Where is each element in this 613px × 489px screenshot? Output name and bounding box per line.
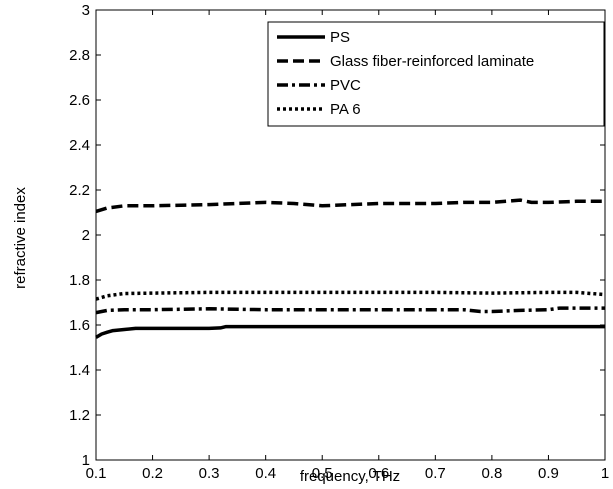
- y-tick-label: 1.8: [69, 272, 90, 289]
- legend-box: [267, 21, 605, 127]
- series-layer: [95, 198, 606, 339]
- x-tick-label: 0.8: [481, 465, 502, 482]
- y-tick-label: 2.2: [69, 182, 90, 199]
- legend-label-2: Glass fiber-reinforced laminate: [330, 53, 534, 70]
- legend: PS Glass fiber-reinforced laminate PVC PA 6: [267, 21, 605, 127]
- ticks-layer: 0.1 0.2 0.3 0.4 0.5 0.6 0.7 0.8 0.9 1 1 1.2 1.4 1.6 1.…: [69, 2, 609, 482]
- legend-label-4: PA 6: [330, 101, 361, 118]
- y-tick-label: 1.2: [69, 407, 90, 424]
- x-tick-label: 0.5: [312, 465, 333, 482]
- x-tick-label: 0.6: [368, 465, 389, 482]
- legend-label-1: PS: [330, 29, 350, 46]
- y-tick-label: 1.6: [69, 317, 90, 334]
- y-tick-label: 3: [82, 2, 90, 19]
- series-line-1: [95, 324, 605, 339]
- y-tick-label: 2.8: [69, 47, 90, 64]
- legend-label-3: PVC: [330, 77, 361, 94]
- x-tick-label: 0.3: [199, 465, 220, 482]
- x-axis-label: frequency, THz: [300, 468, 400, 485]
- series-line-3: [95, 306, 605, 315]
- series-line-2: [95, 198, 605, 214]
- y-tick-label: 1.4: [69, 362, 90, 379]
- x-tick-label: 0.9: [538, 465, 559, 482]
- x-tick-label: 0.2: [142, 465, 163, 482]
- x-tick-label: 0.4: [255, 465, 276, 482]
- x-tick-label: 0.7: [425, 465, 446, 482]
- y-axis-label: refractive index: [12, 187, 29, 289]
- y-tick-label: 2.6: [69, 92, 90, 109]
- y-tick-label: 2.4: [69, 137, 90, 154]
- y-tick-label: 1: [82, 452, 90, 469]
- x-tick-label: 0.1: [86, 465, 107, 482]
- x-tick-label: 1: [601, 465, 609, 482]
- y-tick-label: 2: [82, 227, 90, 244]
